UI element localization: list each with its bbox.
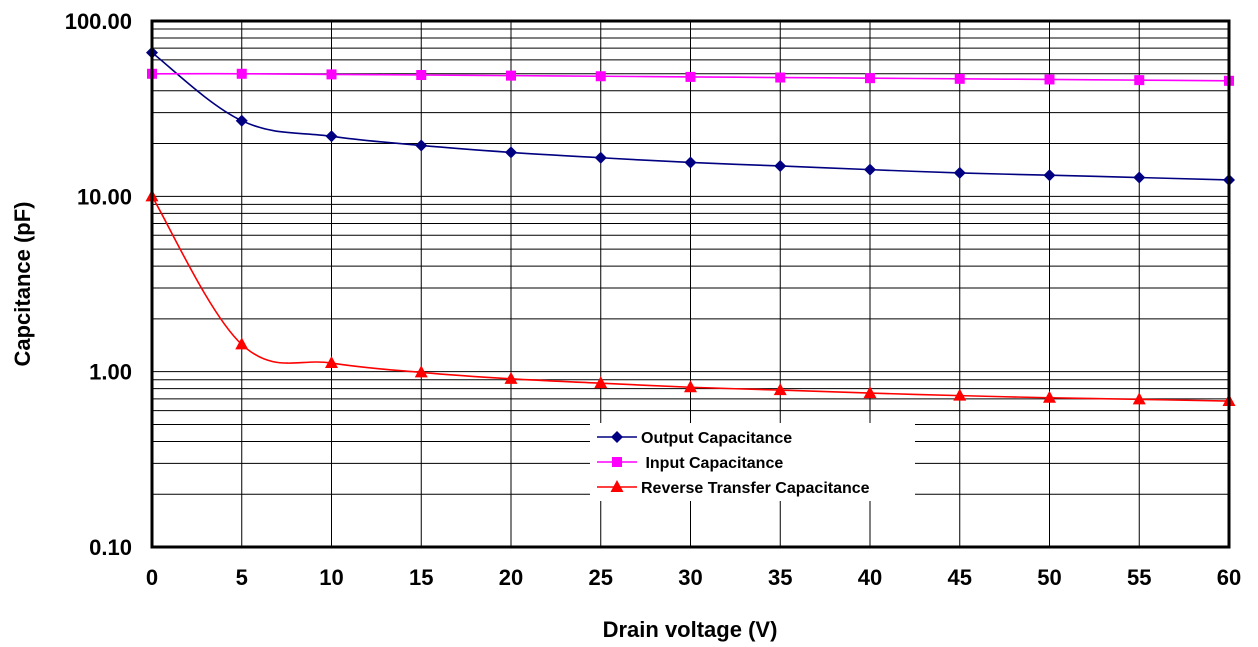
data-point-output-capacitance bbox=[235, 114, 248, 127]
legend: Output Capacitance Input Capacitance Reve… bbox=[590, 423, 915, 501]
x-tick-label: 15 bbox=[409, 565, 433, 590]
y-axis-title: Capcitance (pF) bbox=[10, 201, 35, 366]
data-point-input-capacitance bbox=[1044, 74, 1055, 85]
data-point-output-capacitance bbox=[325, 130, 338, 143]
y-tick-label: 0.10 bbox=[89, 535, 132, 560]
x-tick-label: 30 bbox=[678, 565, 702, 590]
x-tick-label: 25 bbox=[589, 565, 613, 590]
x-tick-label: 20 bbox=[499, 565, 523, 590]
data-point-input-capacitance bbox=[326, 69, 337, 80]
plot-frame bbox=[150, 19, 1231, 549]
data-point-output-capacitance bbox=[684, 156, 697, 169]
x-tick-label: 60 bbox=[1217, 565, 1241, 590]
legend-marker-output-capacitance bbox=[611, 431, 623, 443]
data-point-output-capacitance bbox=[594, 151, 607, 164]
y-tick-label: 100.00 bbox=[65, 9, 132, 34]
series-layer bbox=[145, 46, 1236, 407]
series-reverse-transfer-capacitance bbox=[145, 189, 1236, 407]
data-point-reverse-transfer-capacitance bbox=[504, 371, 518, 384]
data-point-reverse-transfer-capacitance bbox=[684, 380, 697, 393]
data-point-input-capacitance bbox=[416, 70, 427, 81]
data-point-input-capacitance bbox=[236, 68, 247, 79]
x-tick-label: 50 bbox=[1037, 565, 1061, 590]
y-tick-labels: 0.10 1.00 10.00 100.00 bbox=[65, 9, 132, 560]
data-point-output-capacitance bbox=[774, 159, 787, 172]
data-point-output-capacitance bbox=[1133, 171, 1146, 184]
x-tick-label: 10 bbox=[319, 565, 343, 590]
data-point-input-capacitance bbox=[506, 70, 516, 81]
data-point-reverse-transfer-capacitance bbox=[773, 383, 787, 396]
x-tick-label: 5 bbox=[236, 565, 248, 590]
data-point-reverse-transfer-capacitance bbox=[594, 376, 608, 389]
data-point-output-capacitance bbox=[1043, 169, 1056, 182]
legend-label-output-capacitance: Output Capacitance bbox=[641, 430, 792, 447]
y-tick-label: 10.00 bbox=[77, 184, 132, 209]
x-tick-labels: 0 5 10 15 20 25 30 35 40 45 50 55 60 bbox=[146, 565, 1241, 590]
legend-box bbox=[590, 423, 915, 501]
data-point-reverse-transfer-capacitance bbox=[325, 356, 338, 369]
data-point-reverse-transfer-capacitance bbox=[863, 386, 877, 399]
legend-label-input-capacitance: Input Capacitance bbox=[641, 455, 783, 472]
x-tick-label: 35 bbox=[768, 565, 792, 590]
x-tick-label: 0 bbox=[146, 565, 158, 590]
data-point-reverse-transfer-capacitance bbox=[414, 365, 428, 378]
data-point-input-capacitance bbox=[685, 71, 696, 82]
data-point-output-capacitance bbox=[953, 166, 966, 179]
data-point-output-capacitance bbox=[864, 163, 876, 176]
data-point-reverse-transfer-capacitance bbox=[1132, 392, 1146, 405]
data-point-input-capacitance bbox=[1134, 75, 1145, 86]
data-point-reverse-transfer-capacitance bbox=[1043, 390, 1056, 403]
x-tick-label: 55 bbox=[1127, 565, 1151, 590]
data-point-output-capacitance bbox=[505, 146, 517, 159]
series-output-capacitance bbox=[146, 46, 1235, 186]
x-axis-title: Drain voltage (V) bbox=[603, 617, 778, 642]
x-tick-label: 45 bbox=[948, 565, 972, 590]
x-tick-label: 40 bbox=[858, 565, 882, 590]
data-point-input-capacitance bbox=[775, 72, 786, 83]
data-point-reverse-transfer-capacitance bbox=[953, 388, 967, 401]
data-point-input-capacitance bbox=[954, 73, 965, 84]
data-point-reverse-transfer-capacitance bbox=[235, 337, 249, 350]
data-point-input-capacitance bbox=[595, 71, 606, 82]
data-point-input-capacitance bbox=[865, 73, 875, 84]
y-tick-label: 1.00 bbox=[89, 360, 132, 385]
legend-marker-input-capacitance bbox=[612, 457, 622, 467]
legend-label-reverse-transfer-capacitance: Reverse Transfer Capacitance bbox=[641, 480, 870, 497]
data-point-output-capacitance bbox=[415, 139, 428, 152]
legend-marker-reverse-transfer-capacitance bbox=[610, 480, 624, 492]
